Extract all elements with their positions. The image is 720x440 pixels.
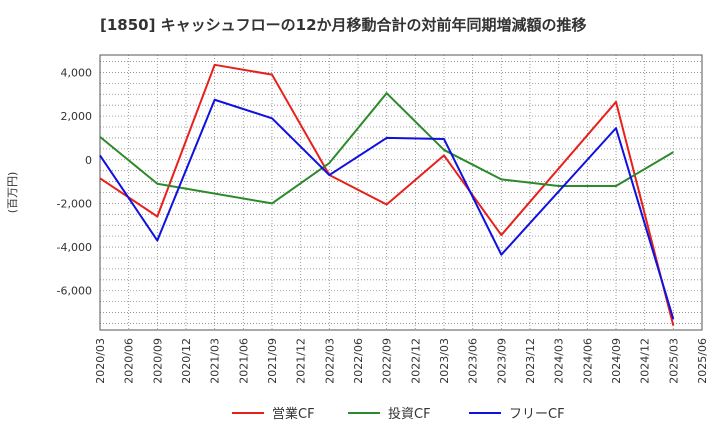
x-tick-labels: 2020/03 2020/06 2020/09 2020/12 2021/03 2021/… xyxy=(94,338,709,384)
x-tick-label: 2020/06 xyxy=(123,338,136,384)
x-tick-label: 2025/03 xyxy=(667,338,680,384)
y-tick-label: 2,000 xyxy=(61,110,93,123)
x-tick-label: 2022/12 xyxy=(409,338,422,384)
x-tick-label: 2023/12 xyxy=(524,338,537,384)
x-tick-label: 2020/09 xyxy=(151,338,164,384)
x-tick-label: 2022/03 xyxy=(323,338,336,384)
x-tick-label: 2022/09 xyxy=(381,338,394,384)
x-tick-label: 2021/12 xyxy=(295,338,308,384)
x-tick-label: 2023/06 xyxy=(467,338,480,384)
x-tick-label: 2020/03 xyxy=(94,338,107,384)
plot-frame xyxy=(99,54,703,331)
x-tick-label: 2024/12 xyxy=(639,338,652,384)
y-tick-label: -2,000 xyxy=(57,197,92,210)
x-tick-label: 2024/09 xyxy=(610,338,623,384)
x-tick-label: 2021/06 xyxy=(237,338,250,384)
x-tick-label: 2021/03 xyxy=(209,338,222,384)
x-tick-label: 2025/06 xyxy=(696,338,709,384)
legend-label: 営業CF xyxy=(272,406,315,422)
series-line-フリーCF xyxy=(99,98,675,320)
x-tick-label: 2020/12 xyxy=(180,338,193,384)
x-tick-label: 2021/09 xyxy=(266,338,279,384)
y-tick-label: -6,000 xyxy=(57,285,92,298)
legend: 営業CF 投資CF フリーCF xyxy=(232,406,565,422)
y-tick-label: 0 xyxy=(85,154,92,167)
y-tick-label: 4,000 xyxy=(61,66,93,79)
grid xyxy=(99,55,703,330)
legend-label: 投資CF xyxy=(388,406,431,422)
series-line-投資CF xyxy=(99,92,674,205)
x-tick-label: 2023/09 xyxy=(495,338,508,384)
x-tick-label: 2023/03 xyxy=(438,338,451,384)
legend-label: フリーCF xyxy=(509,407,565,422)
y-tick-labels: 4,000 2,000 0 -2,000 -4,000 -6,000 xyxy=(57,66,92,297)
y-axis-label: (百万円) xyxy=(6,172,19,214)
x-tick-label: 2024/03 xyxy=(553,338,566,384)
series-lines xyxy=(99,63,675,326)
chart-title: [1850] キャッシュフローの12か月移動合計の対前年同期増減額の推移 xyxy=(100,16,587,34)
series-line-営業CF xyxy=(99,63,675,326)
x-tick-label: 2022/06 xyxy=(352,338,365,384)
y-tick-label: -4,000 xyxy=(57,241,92,254)
x-tick-label: 2024/06 xyxy=(581,338,594,384)
